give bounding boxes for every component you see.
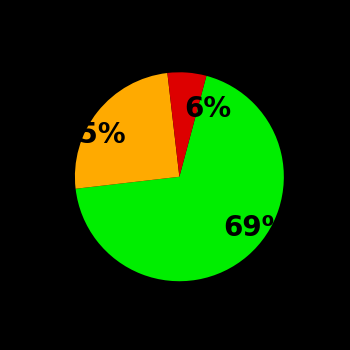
Wedge shape: [76, 76, 284, 281]
Text: 25%: 25%: [60, 120, 126, 148]
Text: 69%: 69%: [224, 214, 290, 242]
Wedge shape: [75, 73, 179, 189]
Wedge shape: [167, 72, 206, 177]
Text: 6%: 6%: [184, 95, 231, 123]
